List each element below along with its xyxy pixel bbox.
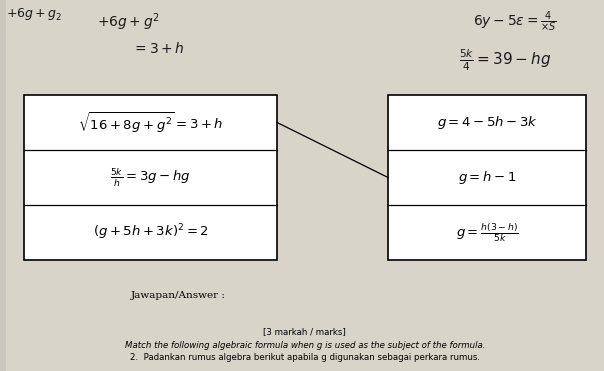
Text: $(g + 5h + 3k)^2 = 2$: $(g + 5h + 3k)^2 = 2$	[93, 223, 209, 242]
Text: $6y - 5\varepsilon = \frac{4}{\times S}$: $6y - 5\varepsilon = \frac{4}{\times S}$	[473, 10, 557, 34]
Text: 2.  Padankan rumus algebra berikut apabila g digunakan sebagai perkara rumus.: 2. Padankan rumus algebra berikut apabil…	[130, 354, 480, 362]
Text: $= 3 + h$: $= 3 + h$	[132, 40, 185, 56]
Text: $g = 4 - 5h - 3k$: $g = 4 - 5h - 3k$	[437, 114, 538, 131]
Text: $+ 6g + g_2^{}$: $+ 6g + g_2^{}$	[6, 7, 62, 23]
Text: $\frac{5k}{4} = 39 - hg$: $\frac{5k}{4} = 39 - hg$	[458, 47, 551, 73]
Text: $+ 6g + g^2$: $+ 6g + g^2$	[97, 11, 160, 33]
Text: $g = \frac{h(3-h)}{5k}$: $g = \frac{h(3-h)}{5k}$	[455, 221, 519, 244]
Text: Match the following algebraic formula when g is used as the subject of the formu: Match the following algebraic formula wh…	[124, 341, 485, 349]
Text: $\frac{5k}{h} = 3g - hg$: $\frac{5k}{h} = 3g - hg$	[111, 167, 191, 188]
Text: [3 markah / marks]: [3 markah / marks]	[263, 328, 346, 336]
Text: Jawapan/Answer :: Jawapan/Answer :	[130, 290, 225, 299]
Bar	[25, 95, 277, 260]
Text: $\sqrt{16 + 8g + g^2} = 3 + h$: $\sqrt{16 + 8g + g^2} = 3 + h$	[78, 110, 223, 135]
Bar	[388, 95, 586, 260]
Text: $g = h - 1$: $g = h - 1$	[458, 169, 516, 186]
